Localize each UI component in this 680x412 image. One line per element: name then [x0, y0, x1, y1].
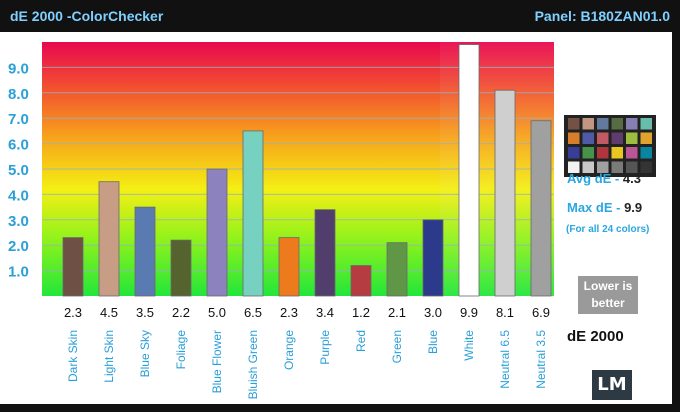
category-label: Green: [390, 330, 404, 363]
value-label: 8.1: [496, 305, 514, 320]
checker-swatch: [640, 161, 652, 173]
checker-swatch: [568, 118, 580, 130]
category-label: Neutral 6.5: [498, 330, 512, 389]
checker-swatch: [597, 147, 609, 159]
checker-swatch: [611, 118, 623, 130]
lm-logo: LM: [592, 370, 632, 400]
bar-blue-sky: [134, 206, 156, 297]
bar-neutral-3-5: [530, 120, 552, 297]
y-tick-label: 1.0: [8, 264, 29, 281]
category-label: Blue: [426, 330, 440, 354]
header-bar: dE 2000 -ColorChecker Panel: B180ZAN01.0: [0, 0, 680, 32]
colorchecker-swatch-grid: [564, 115, 656, 177]
lower-is-better-badge: Lower is better: [578, 276, 638, 314]
y-tick-label: 4.0: [8, 187, 29, 204]
checker-swatch: [568, 147, 580, 159]
checker-swatch: [597, 132, 609, 144]
checker-swatch: [568, 132, 580, 144]
checker-swatch: [597, 118, 609, 130]
checker-swatch: [582, 118, 594, 130]
y-tick-label: 9.0: [8, 60, 29, 77]
value-label: 4.5: [100, 305, 118, 320]
bar-chart: 1.0 2.0 3.0 4.0 5.0 6.0 7.0 8.0 9.0 2.3 4.5 3.5 2.2…: [8, 42, 554, 400]
panel-label: Panel: B180ZAN01.0: [534, 8, 670, 24]
bar-green: [386, 242, 408, 297]
bar-dark-skin: [62, 237, 84, 297]
max-de-value: 9.9: [624, 200, 643, 215]
checker-swatch: [640, 118, 652, 130]
bar-orange: [278, 237, 300, 297]
value-label: 3.4: [316, 305, 334, 320]
checker-swatch: [611, 132, 623, 144]
bar-red: [350, 265, 372, 297]
y-tick-label: 6.0: [8, 137, 29, 154]
value-label: 2.1: [388, 305, 406, 320]
bar-foliage: [170, 239, 192, 297]
checker-swatch: [626, 132, 638, 144]
checker-swatch: [626, 161, 638, 173]
avg-de-stat: Avg dE - 4.3: [567, 171, 641, 186]
lower-line-2: better: [591, 296, 625, 310]
all-colors-note: (For all 24 colors): [566, 224, 650, 235]
chart-frame: 1.0 2.0 3.0 4.0 5.0 6.0 7.0 8.0 9.0 2.3 4.5 3.5 2.2…: [0, 32, 680, 412]
category-label: White: [462, 330, 476, 361]
checker-swatch: [582, 132, 594, 144]
y-tick-label: 5.0: [8, 162, 29, 179]
checker-swatch: [582, 147, 594, 159]
value-label: 9.9: [460, 305, 478, 320]
category-label: Light Skin: [102, 330, 116, 383]
category-labels: Dark Skin Light Skin Blue Sky Foliage Blue F…: [66, 330, 548, 400]
avg-de-label: Avg dE -: [567, 171, 623, 186]
checker-swatch: [626, 147, 638, 159]
checker-swatch: [626, 118, 638, 130]
category-label: Red: [354, 330, 368, 352]
checker-swatch: [640, 147, 652, 159]
value-label: 3.0: [424, 305, 442, 320]
value-label: 2.2: [172, 305, 190, 320]
category-label: Foliage: [174, 330, 188, 370]
value-label: 2.3: [280, 305, 298, 320]
avg-de-value: 4.3: [622, 171, 641, 186]
lower-line-1: Lower is: [583, 279, 633, 293]
bar-bluish-green: [242, 130, 264, 297]
value-label: 1.2: [352, 305, 370, 320]
value-labels: 2.3 4.5 3.5 2.2 5.0 6.5 2.3 3.4 1.2 2.1 3.0 9.9 8.1 6…: [64, 305, 550, 320]
category-label: Bluish Green: [246, 330, 260, 399]
y-tick-labels: 1.0 2.0 3.0 4.0 5.0 6.0 7.0 8.0 9.0: [8, 60, 29, 280]
bar-neutral-6-5: [494, 89, 516, 297]
bar-blue: [422, 219, 444, 297]
category-label: Dark Skin: [66, 330, 80, 382]
category-label: Orange: [282, 330, 296, 370]
chart-title: dE 2000 -ColorChecker: [10, 8, 164, 24]
y-tick-label: 3.0: [8, 213, 29, 230]
value-label: 5.0: [208, 305, 226, 320]
checker-swatch: [568, 161, 580, 173]
bar-purple: [314, 209, 336, 297]
checker-swatch: [597, 161, 609, 173]
unit-label: dE 2000: [567, 328, 624, 345]
category-label: Blue Flower: [210, 330, 224, 393]
y-tick-label: 7.0: [8, 111, 29, 128]
max-de-stat: Max dE - 9.9: [567, 200, 642, 215]
value-label: 6.5: [244, 305, 262, 320]
checker-swatch: [611, 161, 623, 173]
colorchecker-swatches: [568, 118, 652, 173]
category-label: Neutral 3.5: [534, 330, 548, 389]
checker-swatch: [582, 161, 594, 173]
checker-swatch: [640, 132, 652, 144]
checker-swatch: [611, 147, 623, 159]
category-label: Purple: [318, 330, 332, 365]
value-label: 3.5: [136, 305, 154, 320]
bar-white: [458, 44, 480, 297]
y-tick-label: 2.0: [8, 238, 29, 255]
bars: [62, 44, 552, 297]
value-label: 6.9: [532, 305, 550, 320]
max-de-label: Max dE -: [567, 200, 625, 215]
y-tick-label: 8.0: [8, 86, 29, 103]
value-label: 2.3: [64, 305, 82, 320]
bar-blue-flower: [206, 168, 228, 297]
category-label: Blue Sky: [138, 330, 152, 377]
bar-light-skin: [98, 181, 120, 297]
